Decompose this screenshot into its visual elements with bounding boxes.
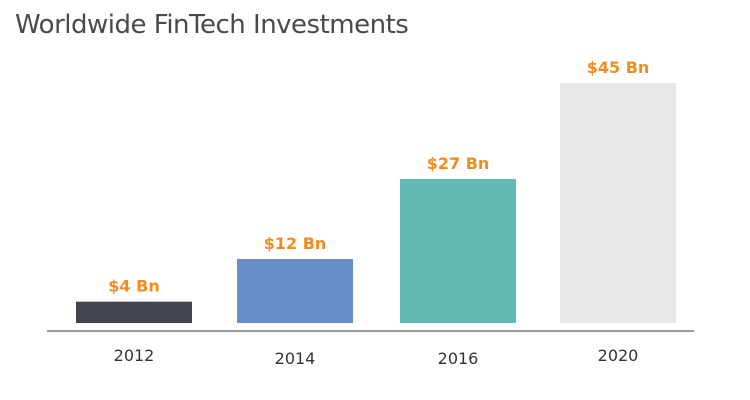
x-tick-label-2020: 2020 <box>598 346 639 365</box>
x-tick-label-2016: 2016 <box>438 349 479 368</box>
value-label-2016: $27 Bn <box>427 154 490 173</box>
chart-title: Worldwide FinTech Investments <box>15 10 409 40</box>
bar-2016 <box>400 179 516 323</box>
x-tick-label-2014: 2014 <box>275 349 316 368</box>
bar-2012 <box>76 301 192 323</box>
bar-2014 <box>237 259 353 323</box>
value-label-2020: $45 Bn <box>587 58 650 77</box>
x-tick-labels-group: 2012 2014 2016 2020 <box>114 346 639 368</box>
bars-group <box>76 83 676 323</box>
x-tick-label-2012: 2012 <box>114 346 155 365</box>
value-labels-group: $4 Bn $12 Bn $27 Bn $45 Bn <box>108 58 649 296</box>
value-label-2014: $12 Bn <box>264 234 327 253</box>
value-label-2012: $4 Bn <box>108 277 159 296</box>
bar-2020 <box>560 83 676 323</box>
